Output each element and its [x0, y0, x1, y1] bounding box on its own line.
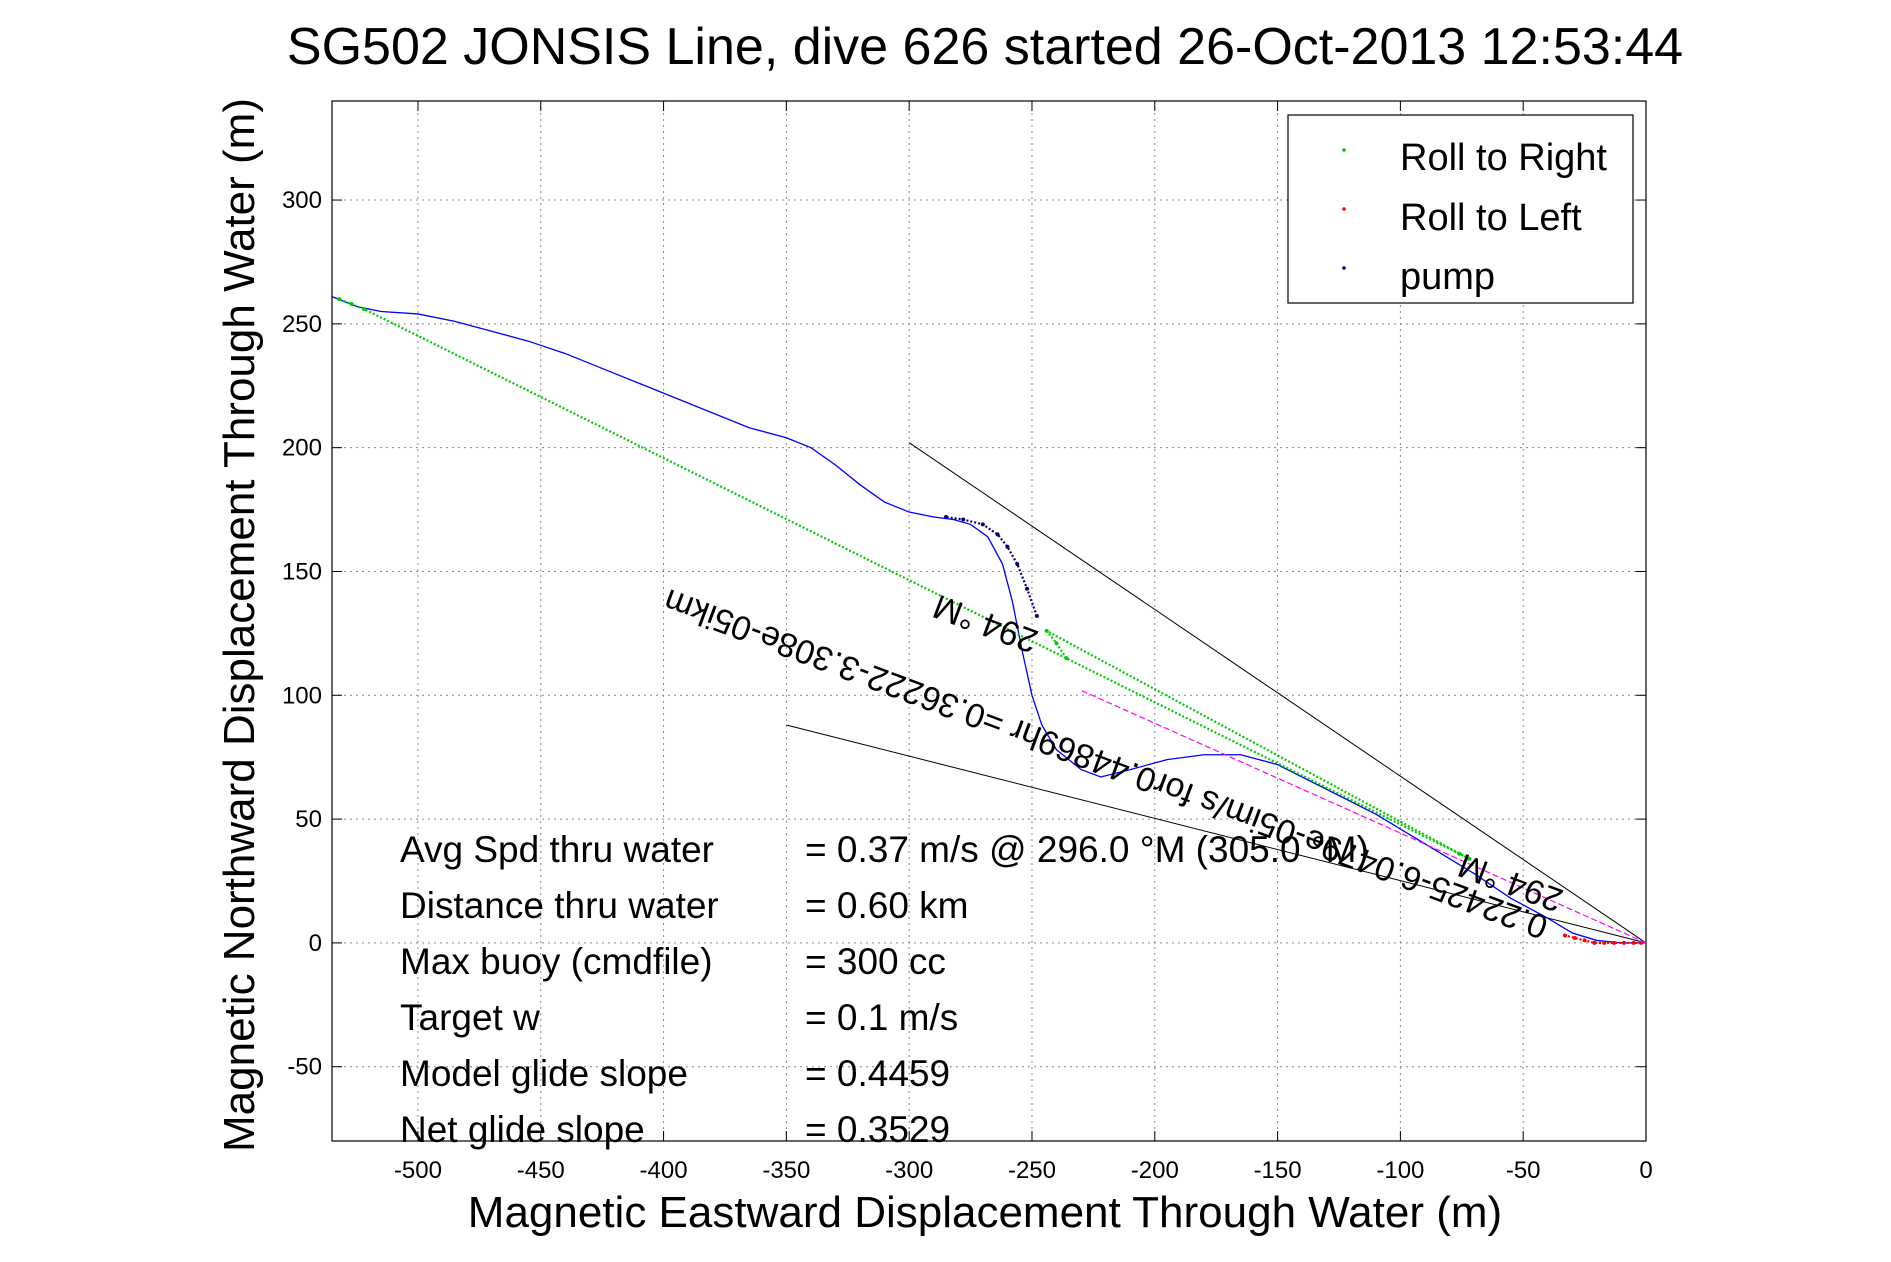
legend-label: Roll to Left [1400, 197, 1582, 239]
stat-value: = 0.60 km [805, 885, 969, 926]
series-line-track [331, 296, 1646, 944]
x-tick-label: -50 [1506, 1157, 1541, 1184]
x-ticks: -500 -450 -400 -350 -300 -250 -200 -150 -100 -50 0 [394, 101, 1653, 1184]
y-tick-label: -50 [287, 1054, 322, 1081]
x-tick-label: -450 [517, 1157, 565, 1184]
y-ticks: -50 0 50 100 150 200 250 300 [282, 187, 1646, 1081]
x-tick-label: -500 [394, 1157, 442, 1184]
x-tick-label: -300 [885, 1157, 933, 1184]
y-tick-label: 300 [282, 187, 322, 214]
data-point-roll-to-right [1064, 656, 1069, 661]
reference-lines [786, 442, 1647, 944]
legend-label: Roll to Right [1400, 137, 1607, 179]
data-point-roll-to-left [1602, 940, 1607, 945]
stat-value: = 300 cc [805, 941, 946, 982]
y-tick-label: 150 [282, 558, 322, 585]
stat-label: Net glide slope [400, 1109, 645, 1150]
data-point-roll-to-left [1572, 935, 1577, 940]
y-tick-label: 200 [282, 435, 322, 462]
legend-marker [1342, 148, 1346, 152]
stats-block: Avg Spd thru water = 0.37 m/s @ 296.0 °M… [400, 829, 1369, 1150]
data-point-roll-to-right [1457, 851, 1462, 856]
stat-label: Max buoy (cmdfile) [400, 941, 713, 982]
x-tick-label: -200 [1131, 1157, 1179, 1184]
stat-label: Target w [400, 997, 540, 1038]
data-series [331, 296, 1647, 945]
y-tick-label: 100 [282, 682, 322, 709]
data-point-pump [944, 515, 949, 519]
legend-entry-roll-left: Roll to Left [1342, 197, 1582, 239]
data-point-pump [961, 517, 966, 522]
data-point-roll-to-left [1639, 940, 1644, 945]
stat-value: = 0.4459 [805, 1053, 950, 1094]
stat-value: = 0.3529 [805, 1109, 950, 1150]
series-line-roll-to-right [338, 298, 1470, 860]
data-point-roll-to-right [1054, 641, 1059, 646]
stat-label: Avg Spd thru water [400, 829, 714, 870]
x-tick-label: -400 [640, 1157, 688, 1184]
data-point-pump [980, 522, 985, 527]
data-point-pump [1015, 562, 1020, 567]
data-point-roll-to-left [1621, 940, 1626, 945]
data-point-roll-to-right [361, 307, 366, 311]
x-tick-label: -150 [1254, 1157, 1302, 1184]
data-point-roll-to-left [1562, 933, 1567, 938]
data-point-roll-to-right [349, 302, 354, 307]
data-point-roll-to-left [1582, 938, 1587, 943]
data-point-roll-to-left [1631, 940, 1636, 945]
reference-line [908, 442, 1647, 944]
data-point-roll-to-right [337, 297, 342, 302]
stat-value: = 0.37 m/s @ 296.0 °M (305.0 °M) [805, 829, 1369, 870]
data-point-pump [1025, 586, 1030, 591]
y-tick-label: 250 [282, 311, 322, 338]
legend-entry-pump: pump [1342, 256, 1495, 298]
data-point-roll-to-right [1467, 856, 1472, 861]
x-tick-label: -100 [1376, 1157, 1424, 1184]
data-point-roll-to-left [1592, 940, 1597, 945]
legend-marker [1342, 266, 1346, 270]
chart-title: SG502 JONSIS Line, dive 626 started 26-O… [287, 18, 1683, 76]
stat-label: Distance thru water [400, 885, 719, 926]
series-line-pump [945, 515, 1038, 617]
data-point-roll-to-right [1044, 628, 1049, 633]
data-point-roll-to-left [1612, 940, 1617, 945]
data-point-pump [1034, 614, 1039, 619]
x-axis-label: Magnetic Eastward Displacement Through W… [468, 1188, 1502, 1237]
series-line-heading-294-line [1080, 689, 1647, 944]
y-tick-label: 0 [309, 930, 322, 957]
x-tick-label: -250 [1008, 1157, 1056, 1184]
data-point-pump [1005, 544, 1010, 549]
y-axis-label: Magnetic Northward Displacement Through … [215, 98, 264, 1152]
legend-entry-roll-right: Roll to Right [1342, 137, 1607, 179]
x-tick-label: 0 [1639, 1157, 1652, 1184]
legend-label: pump [1400, 256, 1495, 298]
stat-value: = 0.1 m/s [805, 997, 958, 1038]
legend-marker [1342, 207, 1346, 211]
x-tick-label: -350 [762, 1157, 810, 1184]
legend: Roll to Right Roll to Left pump [1287, 114, 1634, 304]
reference-line [786, 724, 1647, 944]
stat-label: Model glide slope [400, 1053, 688, 1094]
data-point-pump [995, 532, 1000, 537]
y-tick-label: 50 [295, 806, 322, 833]
